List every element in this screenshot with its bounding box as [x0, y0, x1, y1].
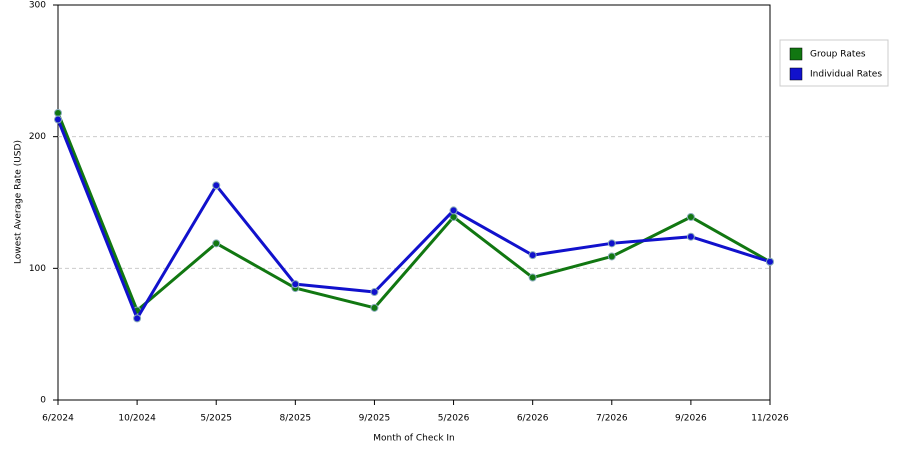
x-tick-label: 6/2026	[517, 414, 549, 424]
x-axis-label: Month of Check In	[373, 434, 455, 444]
data-point	[370, 288, 379, 297]
data-point	[607, 252, 616, 261]
data-point	[370, 303, 379, 312]
x-tick-label: 5/2026	[438, 414, 470, 424]
legend-swatch	[789, 67, 803, 81]
x-tick-label: 10/2024	[118, 414, 156, 424]
data-point	[133, 314, 142, 323]
data-point	[54, 108, 62, 117]
data-point	[54, 115, 62, 124]
legend-swatch	[789, 47, 803, 61]
x-tick-label: 11/2026	[751, 414, 789, 424]
x-tick-label: 7/2026	[596, 414, 628, 424]
data-point	[686, 232, 695, 241]
data-point	[212, 181, 221, 190]
y-tick-label: 100	[29, 264, 46, 274]
x-tick-label: 9/2025	[359, 414, 391, 424]
data-point	[607, 239, 616, 248]
data-point	[766, 257, 774, 266]
y-tick-label: 0	[40, 396, 46, 406]
x-tick-label: 8/2025	[279, 414, 311, 424]
plot-frame	[57, 4, 771, 401]
data-point	[212, 239, 221, 248]
x-tick-label: 9/2026	[675, 414, 707, 424]
data-point	[686, 212, 695, 221]
data-point	[528, 273, 537, 282]
data-point	[528, 251, 537, 260]
legend-label: Individual Rates	[810, 70, 882, 80]
y-axis-label: Lowest Average Rate (USD)	[14, 140, 24, 264]
data-point	[291, 280, 300, 289]
legend-label: Group Rates	[810, 50, 866, 60]
y-tick-label: 300	[29, 1, 46, 11]
y-tick-label: 200	[29, 132, 46, 142]
series-line	[56, 118, 771, 320]
data-point	[449, 206, 458, 215]
x-tick-label: 5/2025	[200, 414, 232, 424]
series-line	[56, 112, 771, 312]
x-tick-label: 6/2024	[42, 414, 74, 424]
